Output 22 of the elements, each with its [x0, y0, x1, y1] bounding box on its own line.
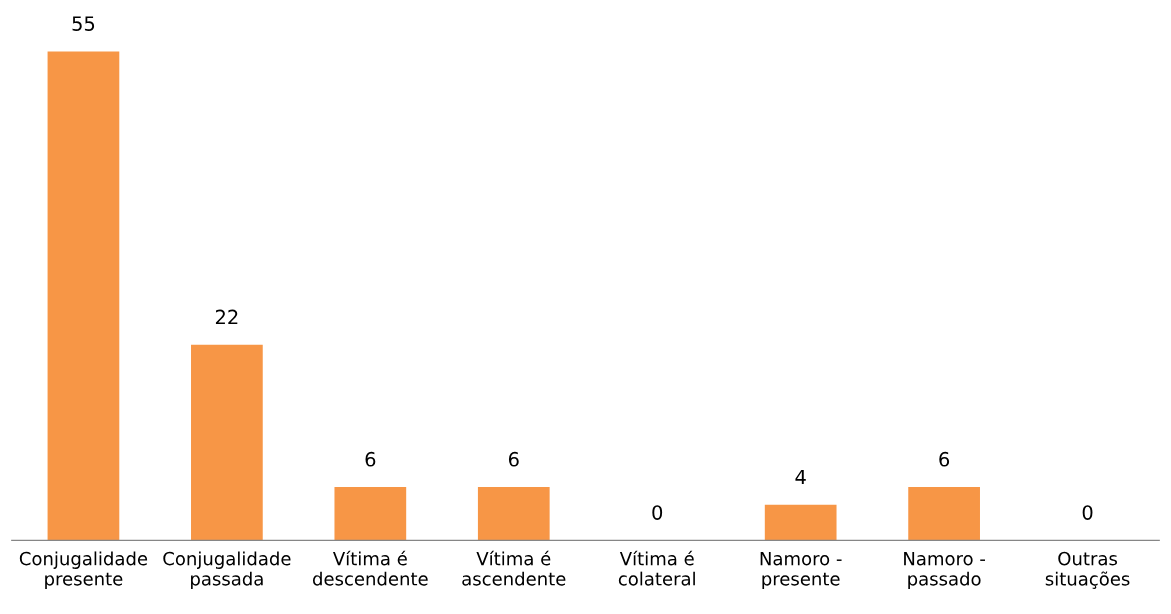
x-tick-label: Vítima é colateral: [618, 550, 695, 586]
data-label: 0: [652, 505, 663, 520]
data-label: 4: [795, 469, 806, 485]
bar: [47, 51, 120, 541]
bar: [908, 486, 980, 541]
x-tick-label: Namoro - passado: [904, 551, 985, 590]
data-label: 6: [939, 451, 950, 467]
bar: [477, 486, 550, 541]
data-label: 22: [215, 309, 238, 325]
x-tick-label: Namoro - presente: [760, 551, 842, 590]
bar: [334, 486, 407, 541]
x-tick-label: Vítima é descendente: [312, 550, 428, 586]
bar: [764, 504, 837, 541]
x-tick-label: Outras situações: [1045, 551, 1130, 589]
bar: [191, 344, 263, 541]
data-label: 0: [1082, 505, 1093, 520]
data-label: 6: [508, 451, 519, 467]
data-label: 6: [365, 451, 376, 467]
data-label: 55: [72, 16, 95, 31]
x-tick-label: Conjugalidade passada: [163, 551, 291, 590]
x-tick-label: Conjugalidade presente: [19, 551, 148, 590]
x-tick-label: Vítima é ascendente: [462, 550, 566, 586]
